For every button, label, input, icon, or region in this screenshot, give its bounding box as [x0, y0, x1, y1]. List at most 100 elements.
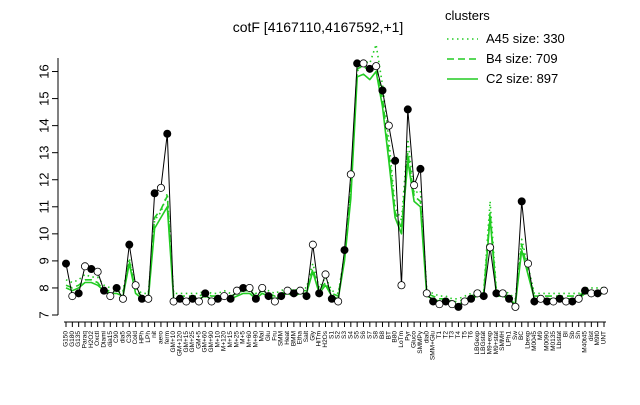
x-tick-label: M0135 [550, 331, 557, 351]
data-point [131, 281, 140, 290]
data-point [467, 294, 476, 303]
x-tick-label: Salt [303, 331, 310, 342]
y-tick-label: 12 [37, 173, 52, 187]
x-tick-label: SMMH [499, 331, 506, 351]
data-point [302, 292, 311, 301]
x-tick-label: SMM+Glu [430, 331, 437, 360]
data-point [391, 156, 400, 165]
x-tick-label: Lbstat [556, 331, 563, 349]
x-tick-label: Glu [265, 331, 272, 342]
data-point [479, 292, 488, 301]
x-tick-label: GM+25 [189, 331, 196, 353]
data-point [296, 286, 305, 295]
data-point [321, 270, 330, 279]
data-point [150, 189, 159, 198]
x-tick-label: M9+exp [487, 331, 494, 355]
x-tick-label: B80 [392, 331, 399, 343]
x-tick-label: Mal [259, 330, 266, 341]
data-point [574, 294, 583, 303]
data-point [277, 292, 286, 301]
x-tick-label: M40t45 [582, 331, 589, 353]
x-tick-label: Sb [569, 331, 576, 339]
data-point [340, 246, 349, 255]
x-tick-label: LBGexp [474, 331, 481, 355]
x-tick-label: M+120 [221, 331, 228, 351]
x-tick-label: LPh1 [506, 331, 513, 347]
x-tick-label: Gluco [411, 331, 418, 348]
x-tick-label: C30 [126, 331, 133, 343]
x-tick-label: HiTm [316, 331, 323, 347]
x-tick-label: T1 [436, 331, 443, 339]
legend-title: clusters [445, 8, 490, 23]
x-tick-label: M+5 [240, 331, 247, 344]
data-point [99, 286, 108, 295]
x-tick-label: GM+15 [183, 331, 190, 353]
x-tick-label: aero [157, 331, 164, 344]
data-point [498, 289, 507, 298]
x-tick-label: GM+60 [202, 331, 209, 353]
data-point [201, 289, 210, 298]
x-tick-label: T3 [449, 331, 456, 339]
data-point [505, 294, 514, 303]
data-point [454, 302, 463, 311]
y-tick-label: 11 [37, 200, 52, 214]
x-tick-label: M9t0 [594, 331, 601, 346]
y-tick-label: 16 [37, 64, 52, 78]
x-tick-label: BT [385, 331, 392, 339]
data-point [194, 297, 203, 306]
x-tick-label: GM+5 [195, 331, 202, 349]
points-layer [62, 59, 609, 311]
x-tick-label: Sh [575, 331, 582, 339]
x-ticks: G150 G180 G135 Paraq H2O2 Oxctl Diami dia15 C90 d… [63, 322, 608, 360]
x-tick-label: Gly [309, 330, 316, 341]
data-point [251, 294, 260, 303]
x-tick-label: BC [518, 331, 525, 340]
x-tick-label: S7 [366, 331, 373, 339]
data-point [517, 197, 526, 206]
x-tick-label: S8 [373, 331, 380, 339]
x-tick-label: dia5 [119, 331, 126, 344]
data-point [93, 267, 102, 276]
x-tick-label: S4 [347, 331, 354, 339]
x-tick-label: M+10 [214, 331, 221, 348]
x-tick-label: Sw [512, 331, 519, 340]
data-point [359, 59, 368, 68]
x-tick-label: UNT [601, 331, 608, 344]
x-tick-label: M+90 [252, 331, 259, 348]
data-point [486, 243, 495, 252]
x-tick-label: nit [151, 331, 158, 338]
legend-entries: A45 size: 330 B4 size: 709 C2 size: 897 [447, 31, 565, 86]
y-ticks: 7 8 9 10 11 12 13 14 15 16 [37, 64, 58, 319]
data-point [315, 289, 324, 298]
y-tick-label: 13 [37, 145, 52, 159]
x-tick-label: LoTm [398, 331, 405, 348]
legend: clusters A45 size: 330 B4 size: 709 C2 siz… [445, 8, 565, 86]
data-point [264, 292, 273, 301]
y-tick-label: 14 [37, 118, 52, 132]
series-line-2 [65, 62, 604, 303]
x-tick-label: GM+90 [208, 331, 215, 353]
y-tick-label: 15 [37, 91, 52, 105]
data-point [112, 283, 121, 292]
data-point [270, 297, 279, 306]
data-point [416, 164, 425, 173]
x-tick-label: G180 [69, 331, 76, 347]
y-tick-label: 7 [37, 311, 52, 318]
data-point [410, 181, 419, 190]
x-tick-label: HPh [138, 331, 145, 344]
x-tick-label: BMM [290, 331, 297, 346]
x-tick-label: H2O2 [88, 331, 95, 348]
x-tick-label: Diami [100, 331, 107, 348]
data-point [403, 105, 412, 114]
data-point [125, 240, 134, 249]
x-tick-label: SMMPy [417, 330, 424, 354]
data-point [308, 240, 317, 249]
x-tick-label: T6 [468, 331, 475, 339]
x-tick-label: S2 [335, 331, 342, 339]
data-point [106, 292, 115, 301]
x-tick-label: C90 [113, 331, 120, 343]
x-tick-label: Pyr [404, 330, 411, 341]
x-tick-label: GM+120 [176, 331, 183, 356]
